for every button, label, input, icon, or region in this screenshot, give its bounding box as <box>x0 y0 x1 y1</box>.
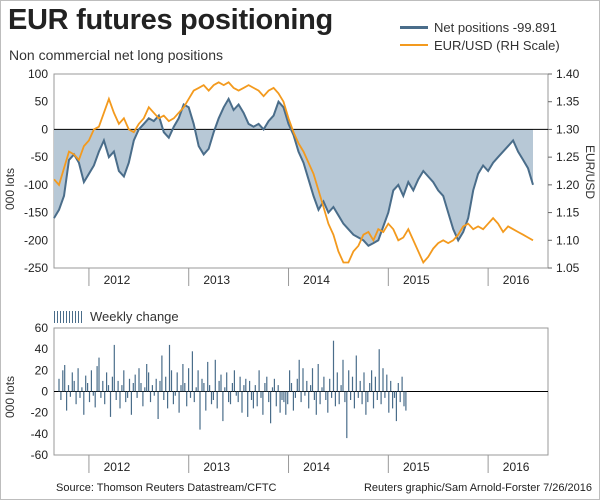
eurusd-swatch <box>400 44 428 46</box>
source-note: Source: Thomson Reuters Datastream/CFTC <box>56 482 277 494</box>
left-y-tick-label: -50 <box>31 150 49 164</box>
top-chart: 100 50 0 -50 -100 -150 -200 -250 1.40 1.35 1.30 1.2… <box>24 67 580 287</box>
right-y-tick-label: 1.10 <box>556 233 580 247</box>
net-positions-line <box>53 96 534 248</box>
legend-item-net-positions: Net positions -99.891 <box>400 18 560 36</box>
left-y-tick-label: 50 <box>35 95 49 109</box>
left-y-tick-label: 0 <box>41 122 48 136</box>
bottom-y-tick-label: 40 <box>35 342 49 356</box>
bottom-chart: 60 40 20 0 -20 -40 -60 2012 2013 2014 2015 2016 <box>31 321 549 474</box>
bottom-y-tick-label: -60 <box>31 448 49 462</box>
bottom-y-tick-label: 20 <box>35 363 49 377</box>
chart-subtitle: Non commercial net long positions <box>9 47 223 63</box>
bottom-x-tick-label: 2012 <box>104 460 131 474</box>
bottom-x-tick-label: 2016 <box>503 460 530 474</box>
net-positions-area <box>54 98 533 246</box>
legend-item-eurusd: EUR/USD (RH Scale) <box>400 36 560 54</box>
left-y-tick-label: 100 <box>28 67 48 81</box>
credit-note: Reuters graphic/Sam Arnold-Forster 7/26/… <box>363 482 592 494</box>
right-y-tick-label: 1.25 <box>556 150 580 164</box>
x-tick-label: 2013 <box>203 273 230 287</box>
x-tick-label: 2016 <box>503 273 530 287</box>
weekly-legend-label: Weekly change <box>90 309 179 324</box>
right-y-tick-label: 1.35 <box>556 95 580 109</box>
x-tick-label: 2014 <box>303 273 330 287</box>
bottom-y-tick-label: 0 <box>41 385 48 399</box>
right-y-tick-label: 1.20 <box>556 178 580 192</box>
bottom-x-tick-label: 2013 <box>203 460 230 474</box>
bottom-y-tick-label: -40 <box>31 427 49 441</box>
eurusd-line <box>53 81 534 265</box>
left-y-tick-label: -100 <box>24 178 48 192</box>
x-tick-label: 2015 <box>403 273 430 287</box>
right-y-tick-label: 1.40 <box>556 67 580 81</box>
left-y-tick-label: -250 <box>24 261 48 275</box>
legend-label-net-positions: Net positions -99.891 <box>434 19 557 35</box>
bottom-y-tick-label: 60 <box>35 321 49 335</box>
net-positions-swatch <box>400 25 428 29</box>
bottom-x-tick-label: 2014 <box>303 460 330 474</box>
left-y-tick-label: -150 <box>24 206 48 220</box>
legend: Net positions -99.891 EUR/USD (RH Scale) <box>400 18 560 54</box>
left-y-tick-label: -200 <box>24 233 48 247</box>
right-y-tick-label: 1.30 <box>556 122 580 136</box>
bottom-x-tick-label: 2015 <box>403 460 430 474</box>
weekly-legend: Weekly change <box>54 309 179 324</box>
right-y-tick-label: 1.05 <box>556 261 580 275</box>
legend-label-eurusd: EUR/USD (RH Scale) <box>434 37 560 53</box>
right-y-tick-label: 1.15 <box>556 206 580 220</box>
weekly-change-swatch <box>54 310 84 323</box>
bottom-y-tick-label: -20 <box>31 406 49 420</box>
chart-title: EUR futures positioning <box>8 4 333 36</box>
x-tick-label: 2012 <box>104 273 131 287</box>
